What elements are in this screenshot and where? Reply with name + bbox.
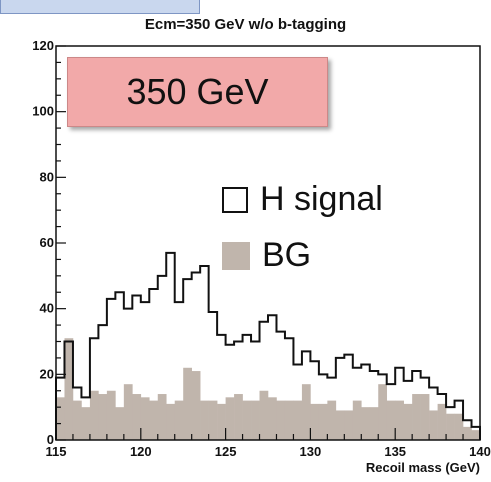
bg-bar	[242, 400, 252, 440]
bg-bar	[81, 407, 91, 440]
bg-bar	[463, 426, 472, 440]
bg-bar	[149, 400, 159, 440]
legend-bg-label: BG	[262, 236, 312, 274]
y-tick-label: 20	[40, 366, 54, 381]
legend-bg: BG	[222, 236, 311, 275]
x-tick-label: 130	[300, 444, 322, 459]
bg-bar	[437, 403, 447, 440]
x-tick-label: 140	[469, 444, 491, 459]
y-tick-label: 80	[40, 169, 54, 184]
bg-bar	[123, 384, 133, 440]
bg-bar	[268, 397, 277, 440]
bg-bar	[310, 403, 320, 440]
y-tick-label: 60	[40, 235, 54, 250]
bg-bar	[174, 400, 184, 440]
bg-bar	[72, 400, 82, 440]
legend-signal: H signal	[222, 180, 383, 219]
bg-bar	[454, 413, 464, 440]
bg-bar	[157, 394, 167, 440]
y-tick-label: 120	[32, 38, 54, 53]
y-tick-label: 0	[47, 432, 54, 447]
bg-bar	[301, 384, 311, 440]
bg-bar	[446, 413, 455, 440]
legend-signal-label: H signal	[260, 180, 383, 218]
bg-bar	[115, 407, 125, 440]
legend-signal-swatch	[222, 186, 248, 213]
bg-bar	[335, 410, 345, 440]
bg-bar	[89, 390, 99, 440]
bg-bar	[369, 407, 379, 440]
bg-bar	[259, 390, 269, 440]
y-tick-label: 100	[32, 104, 54, 119]
bg-bar	[318, 403, 328, 440]
bg-bar	[403, 403, 413, 440]
bg-bar	[386, 400, 396, 440]
bg-bar	[395, 400, 404, 440]
chart-title: Ecm=350 GeV w/o b-tagging	[144, 16, 347, 33]
bg-bar	[378, 384, 388, 440]
bg-bar	[140, 397, 150, 440]
x-tick-label: 115	[46, 444, 67, 459]
bg-bar	[284, 400, 294, 440]
legend-bg-swatch	[222, 241, 250, 270]
bg-bar	[420, 394, 430, 440]
bg-bar	[132, 394, 142, 440]
x-axis-label: Recoil mass (GeV)	[366, 460, 480, 475]
bg-bar	[217, 403, 226, 440]
bg-bar	[361, 407, 371, 440]
energy-callout-text: 350 GeV	[126, 71, 269, 112]
bg-bar	[471, 430, 481, 440]
bg-bar	[98, 394, 108, 440]
bg-bar	[344, 410, 354, 440]
energy-callout: 350 GeV	[67, 57, 328, 127]
bg-bar	[327, 400, 337, 440]
bg-bar	[56, 397, 65, 440]
bg-bar	[234, 394, 243, 440]
bg-bar	[64, 338, 74, 440]
y-tick-label: 40	[40, 301, 54, 316]
x-tick-label: 135	[384, 444, 406, 459]
bg-bar	[293, 400, 303, 440]
bg-bar	[191, 371, 201, 440]
bg-bar	[412, 394, 421, 440]
bg-bar	[166, 403, 176, 440]
x-tick-label: 125	[215, 444, 237, 459]
bg-bar	[183, 367, 192, 440]
x-tick-label: 120	[130, 444, 152, 459]
bg-bar	[429, 410, 438, 440]
signal-outline	[55, 251, 481, 440]
bg-bar	[225, 397, 235, 440]
bg-bar	[251, 400, 260, 440]
bg-bar	[106, 390, 116, 440]
bg-bar	[276, 400, 286, 440]
bg-bar	[352, 400, 362, 440]
bg-bar	[200, 400, 209, 440]
corner-slide-box	[0, 0, 200, 14]
bg-bar	[208, 400, 218, 440]
